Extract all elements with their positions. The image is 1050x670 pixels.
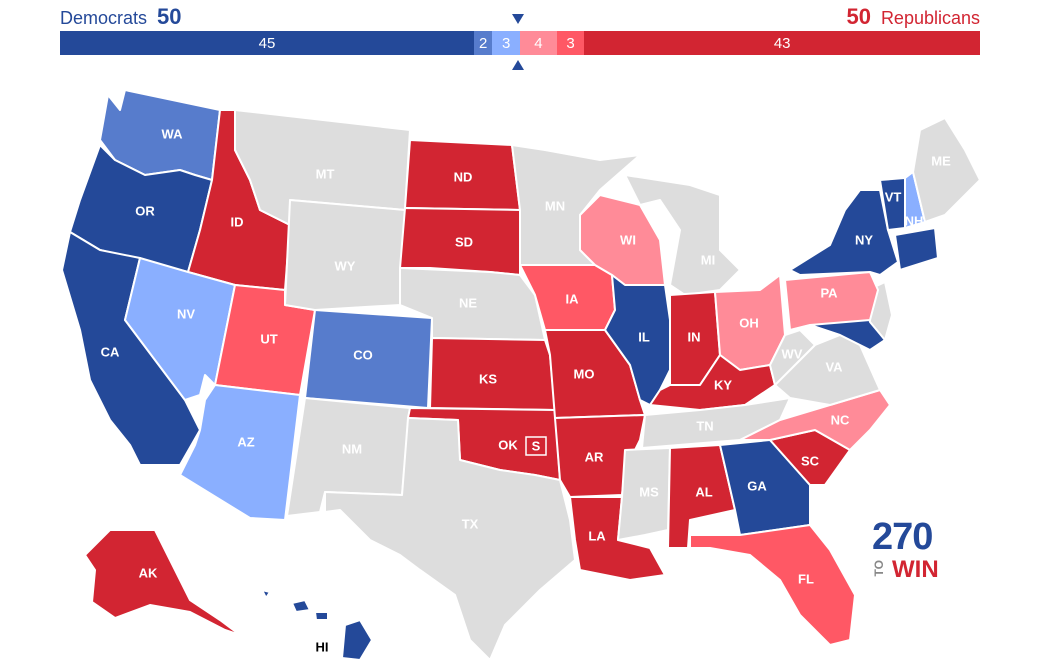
- state-label-ar: AR: [585, 449, 604, 464]
- democrats-label: Democrats: [60, 8, 148, 28]
- state-label-pa: PA: [820, 285, 838, 300]
- state-label-sc: SC: [801, 453, 820, 468]
- state-label-oh: OH: [739, 315, 759, 330]
- state-label-ny: NY: [855, 232, 873, 247]
- seat-balance-bar: 45 2 3 4 3 43: [60, 31, 980, 55]
- bar-segment-1: 2: [474, 31, 493, 55]
- state-label-fl: FL: [798, 571, 814, 586]
- republicans-header: 50 Republicans: [846, 4, 980, 30]
- bar-segment-2: 3: [492, 31, 520, 55]
- state-label-nd: ND: [454, 169, 473, 184]
- state-label-va: VA: [825, 359, 843, 374]
- state-label-wy: WY: [335, 258, 356, 273]
- state-label-wv: WV: [782, 346, 803, 361]
- state-hi-islands: [261, 589, 329, 621]
- state-wv: [769, 329, 816, 386]
- bar-segment-3: 4: [519, 31, 557, 55]
- state-az: [179, 384, 301, 521]
- state-label-ks: KS: [479, 371, 497, 386]
- state-label-sd: SD: [455, 234, 473, 249]
- state-fl: [689, 524, 856, 646]
- state-me: [912, 117, 981, 223]
- state-hi: [341, 619, 373, 661]
- state-label-ok: OK: [498, 437, 518, 452]
- republicans-label: Republicans: [880, 8, 980, 28]
- state-label-mn: MN: [545, 198, 565, 213]
- special-election-label: S: [532, 438, 541, 453]
- majority-marker-bottom-icon: [512, 60, 524, 70]
- democrats-total: 50: [157, 4, 182, 29]
- state-label-ak: AK: [139, 565, 158, 580]
- state-label-id: ID: [231, 214, 244, 229]
- state-pa: [784, 271, 879, 331]
- state-label-ut: UT: [260, 331, 277, 346]
- state-label-ga: GA: [747, 478, 767, 493]
- state-label-ca: CA: [101, 344, 120, 359]
- state-label-mo: MO: [574, 366, 595, 381]
- state-ak: [84, 529, 241, 636]
- state-label-ia: IA: [566, 291, 580, 306]
- state-label-ms: MS: [639, 484, 659, 499]
- state-wy: [284, 199, 406, 311]
- state-ny: [789, 189, 899, 276]
- state-label-vt: VT: [885, 189, 902, 204]
- state-tx: [324, 417, 576, 661]
- bar-segment-0: 45: [60, 31, 474, 55]
- state-label-or: OR: [135, 203, 155, 218]
- logo-to-text: TO: [872, 560, 886, 577]
- state-label-in: IN: [688, 329, 701, 344]
- bar-segment-4: 3: [556, 31, 585, 55]
- state-label-la: LA: [588, 528, 606, 543]
- state-label-al: AL: [695, 484, 712, 499]
- state-label-nc: NC: [831, 412, 850, 427]
- state-tn: [641, 397, 791, 449]
- logo-270-text: 270: [872, 516, 933, 558]
- state-label-mi: MI: [701, 252, 715, 267]
- state-label-wi: WI: [620, 232, 636, 247]
- state-label-ne: NE: [459, 295, 477, 310]
- state-label-nv: NV: [177, 306, 195, 321]
- special-election-badge: [525, 436, 547, 456]
- state-label-nh: NH: [905, 213, 924, 228]
- state-label-tx: TX: [462, 516, 479, 531]
- state-ct-ri-ma: [894, 227, 939, 271]
- logo-win-text: WIN: [892, 556, 939, 583]
- state-label-hi: HI: [316, 639, 329, 654]
- state-label-il: IL: [638, 329, 650, 344]
- state-label-mt: MT: [316, 166, 335, 181]
- democrats-header: Democrats 50: [60, 4, 182, 30]
- state-label-co: CO: [353, 347, 373, 362]
- bar-segment-5: 43: [584, 31, 980, 55]
- state-label-az: AZ: [237, 434, 254, 449]
- state-label-ky: KY: [714, 377, 732, 392]
- state-label-wa: WA: [162, 126, 184, 141]
- republicans-total: 50: [846, 4, 871, 29]
- state-label-nm: NM: [342, 441, 362, 456]
- state-label-tn: TN: [696, 418, 713, 433]
- state-nv: [124, 257, 236, 401]
- 270towin-logo: 270 TO WIN: [872, 516, 942, 586]
- state-label-me: ME: [931, 153, 951, 168]
- majority-marker-top-icon: [512, 14, 524, 24]
